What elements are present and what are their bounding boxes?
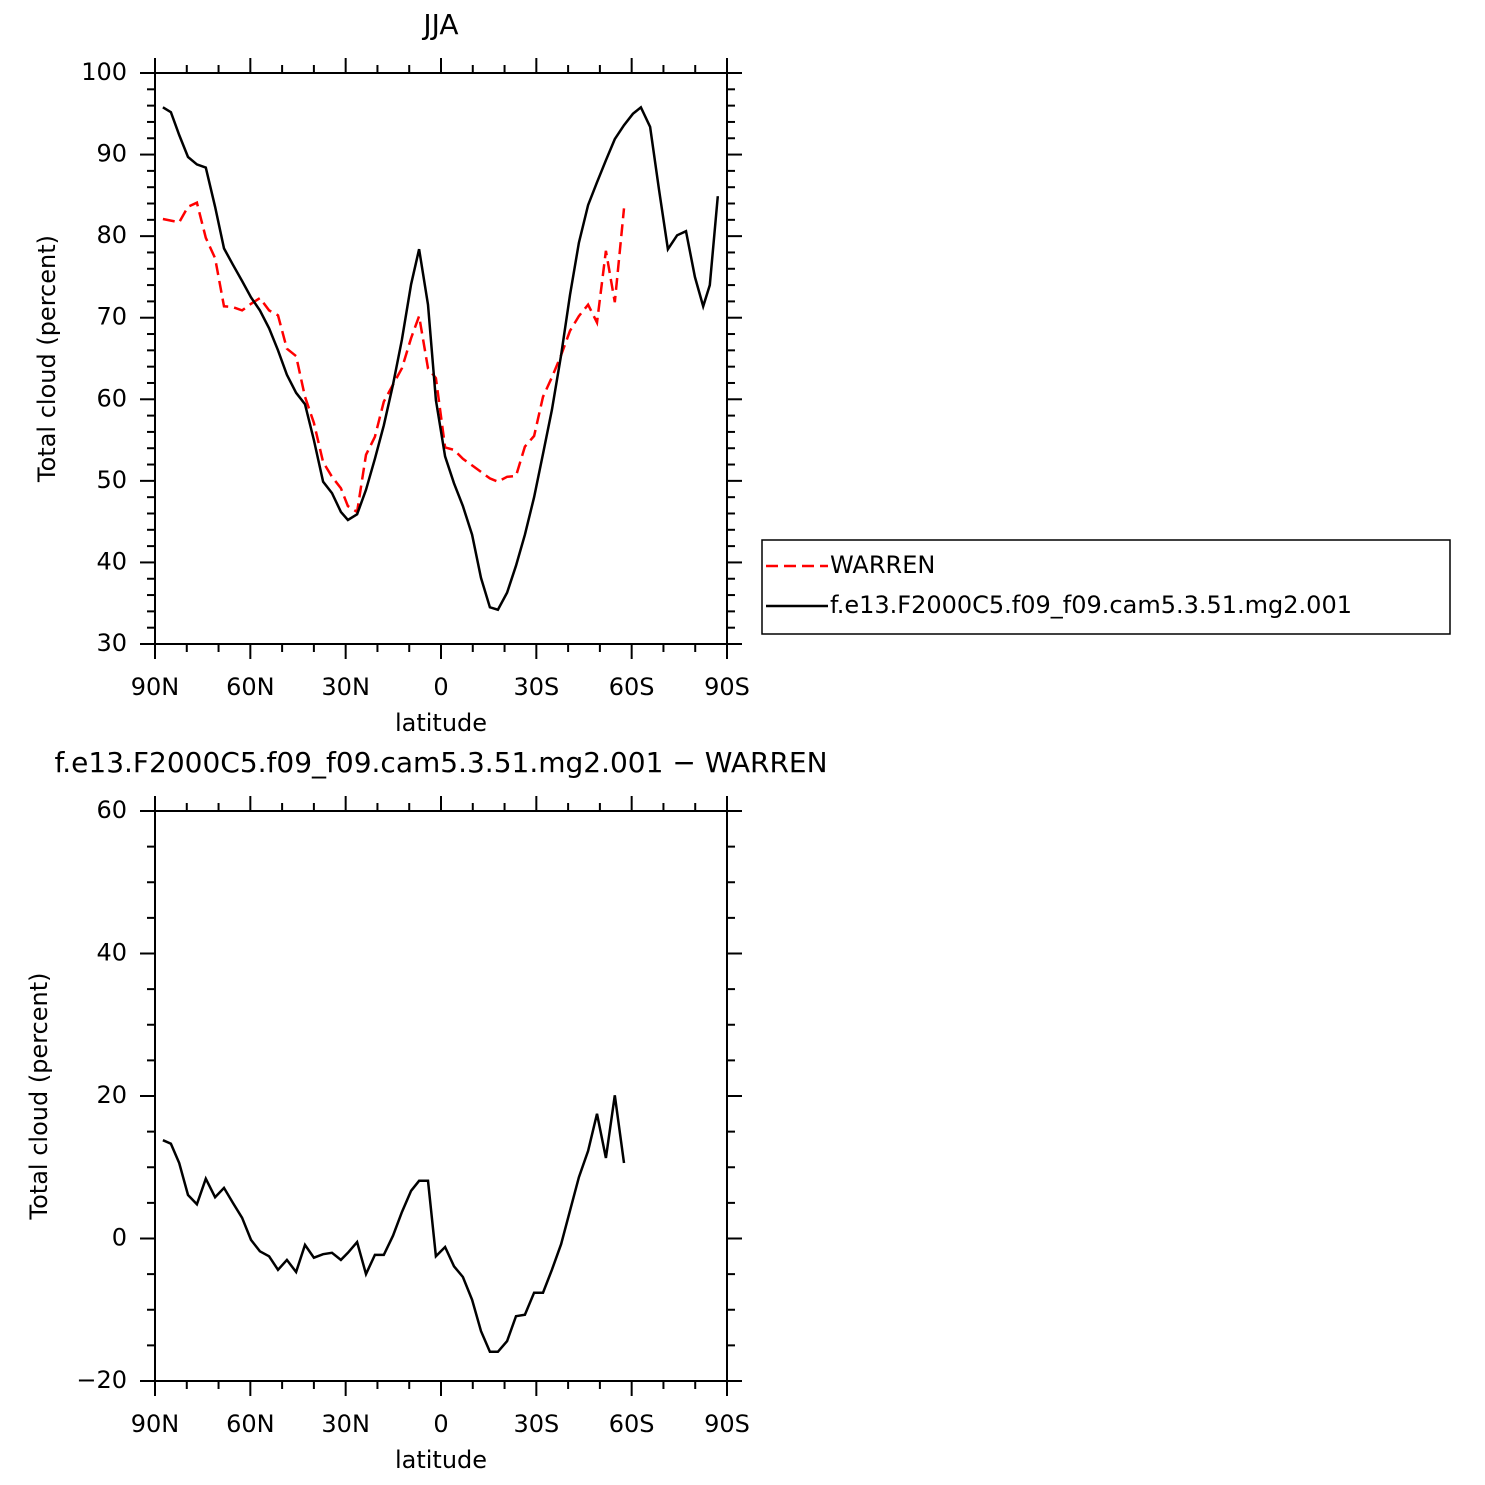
x-tick-label: 30S (513, 1410, 559, 1438)
plot-frame (154, 72, 728, 645)
x-tick-label: 30N (321, 673, 370, 701)
y-axis-label: Total cloud (percent) (25, 973, 53, 1221)
x-tick-label: 60S (609, 1410, 655, 1438)
y-tick-label: 70 (96, 303, 127, 331)
data-line (162, 200, 626, 514)
data-line (162, 1095, 626, 1354)
x-tick-label: 90N (131, 1410, 180, 1438)
y-tick-label: 90 (96, 140, 127, 168)
y-tick-label: 40 (96, 547, 127, 575)
y-axis-label: Total cloud (percent) (33, 235, 61, 483)
x-tick-label: 30N (321, 1410, 370, 1438)
x-axis-label: latitude (395, 709, 487, 737)
x-tick-label: 90S (704, 673, 750, 701)
legend-box (761, 539, 1451, 635)
y-tick-label: 50 (96, 466, 127, 494)
x-tick-label: 30S (513, 673, 559, 701)
y-tick-label: 100 (81, 58, 127, 86)
legend-label: f.e13.F2000C5.f09_f09.cam5.3.51.mg2.001 (830, 591, 1352, 619)
y-tick-label: 30 (96, 629, 127, 657)
x-tick-label: 60N (226, 673, 275, 701)
x-tick-label: 90S (704, 1410, 750, 1438)
x-tick-label: 0 (433, 673, 448, 701)
x-tick-label: 90N (131, 673, 180, 701)
data-line (162, 105, 720, 612)
x-tick-label: 60N (226, 1410, 275, 1438)
legend-label: WARREN (830, 551, 935, 579)
x-axis-label: latitude (395, 1446, 487, 1474)
x-tick-label: 60S (609, 673, 655, 701)
y-tick-label: 0 (112, 1224, 127, 1252)
plot-frame (154, 810, 728, 1382)
chart-title: JJA (421, 8, 458, 41)
y-tick-label: 40 (96, 939, 127, 967)
y-tick-label: 20 (96, 1081, 127, 1109)
y-tick-label: 80 (96, 221, 127, 249)
y-tick-label: −20 (76, 1366, 127, 1394)
y-tick-label: 60 (96, 384, 127, 412)
x-tick-label: 0 (433, 1410, 448, 1438)
y-tick-label: 60 (96, 796, 127, 824)
chart-title: f.e13.F2000C5.f09_f09.cam5.3.51.mg2.001 … (54, 746, 827, 779)
